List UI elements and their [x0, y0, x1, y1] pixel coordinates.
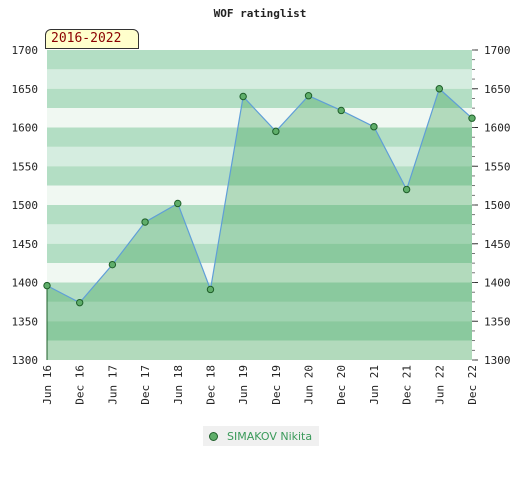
- y-tick-label: 1400: [12, 277, 39, 290]
- y-tick-label: 1350: [484, 315, 511, 328]
- y-tick-label: 1450: [12, 238, 39, 251]
- y-tick-label: 1650: [484, 83, 511, 96]
- legend-series-label: SIMAKOV Nikita: [227, 429, 313, 443]
- data-point: [402, 185, 411, 194]
- period-badge: [45, 29, 139, 49]
- y-tick-label: 1500: [484, 199, 511, 212]
- background-band: [47, 127, 472, 147]
- data-point: [272, 127, 280, 136]
- y-tick-label: 1650: [12, 83, 39, 96]
- data-point: [108, 260, 117, 269]
- chart-title: WOF ratinglist: [214, 7, 307, 20]
- background-band: [47, 263, 472, 283]
- legend: SIMAKOV Nikita: [203, 426, 319, 446]
- background-band: [47, 69, 472, 89]
- y-axis-left: 1300 1350 1400 1450 1500 1550 1600 1650 1700: [12, 44, 39, 367]
- y-tick-label: 1700: [12, 44, 39, 57]
- x-tick-label: Jun 22: [433, 365, 446, 405]
- x-axis: Jun 16 Dec 16 Jun 17 Dec 17 Jun 18 Dec 18 Jun …: [41, 365, 479, 405]
- rating-area-fill: [47, 88, 472, 360]
- data-point: [337, 106, 345, 115]
- y-tick-label: 1550: [12, 160, 39, 173]
- data-point: [370, 123, 378, 131]
- y-tick-label: 1350: [12, 315, 39, 328]
- x-tick-label: Dec 18: [204, 365, 217, 405]
- data-point: [174, 199, 182, 208]
- data-point: [304, 92, 313, 100]
- data-point: [239, 92, 247, 101]
- y-tick-label: 1500: [12, 199, 39, 212]
- x-tick-label: Dec 22: [466, 365, 479, 405]
- y-tick-label: 1400: [484, 277, 511, 290]
- data-point: [468, 114, 476, 122]
- x-tick-label: Jun 20: [303, 365, 316, 405]
- y-axis-right: 1300 1350 1400 1450 1500 1550 1600 1650 1700: [472, 44, 511, 367]
- background-band: [47, 321, 472, 341]
- x-tick-label: Jun 21: [368, 365, 381, 405]
- y-tick-label: 1300: [484, 354, 511, 367]
- background-band: [47, 224, 472, 244]
- background-band: [47, 185, 472, 205]
- background-band: [47, 205, 472, 225]
- data-point: [435, 85, 444, 93]
- x-tick-label: Jun 16: [41, 365, 54, 405]
- data-point: [141, 218, 149, 226]
- x-tick-label: Jun 18: [172, 365, 185, 405]
- y-tick-label: 1450: [484, 238, 511, 251]
- x-tick-label: Jun 17: [106, 365, 119, 405]
- y-tick-label: 1600: [484, 122, 511, 135]
- data-point: [75, 298, 84, 307]
- background-band: [47, 88, 472, 109]
- x-tick-label: Dec 17: [139, 365, 152, 405]
- background-band: [47, 243, 472, 264]
- background-band: [47, 301, 472, 322]
- x-tick-label: Dec 19: [270, 365, 283, 405]
- y-tick-label: 1300: [12, 354, 39, 367]
- background-band: [47, 166, 472, 186]
- y-tick-label: 1600: [12, 122, 39, 135]
- x-tick-label: Dec 21: [401, 365, 414, 405]
- data-point: [43, 281, 51, 290]
- y-tick-label: 1550: [484, 160, 511, 173]
- x-tick-label: Dec 20: [335, 365, 348, 405]
- data-point: [206, 285, 215, 294]
- period-badge-label: 2016-2022: [51, 31, 122, 46]
- background-bands: [47, 50, 472, 360]
- legend-marker: [209, 431, 218, 441]
- background-band: [47, 50, 472, 70]
- background-band: [47, 282, 472, 302]
- rating-line: [46, 87, 473, 304]
- data-markers: [43, 85, 476, 307]
- y-tick-label: 1700: [484, 44, 511, 57]
- x-tick-label: Dec 16: [74, 365, 87, 405]
- background-band: [47, 146, 472, 167]
- rating-area: [46, 87, 473, 360]
- x-tick-label: Jun 19: [237, 365, 250, 405]
- background-band: [47, 340, 472, 360]
